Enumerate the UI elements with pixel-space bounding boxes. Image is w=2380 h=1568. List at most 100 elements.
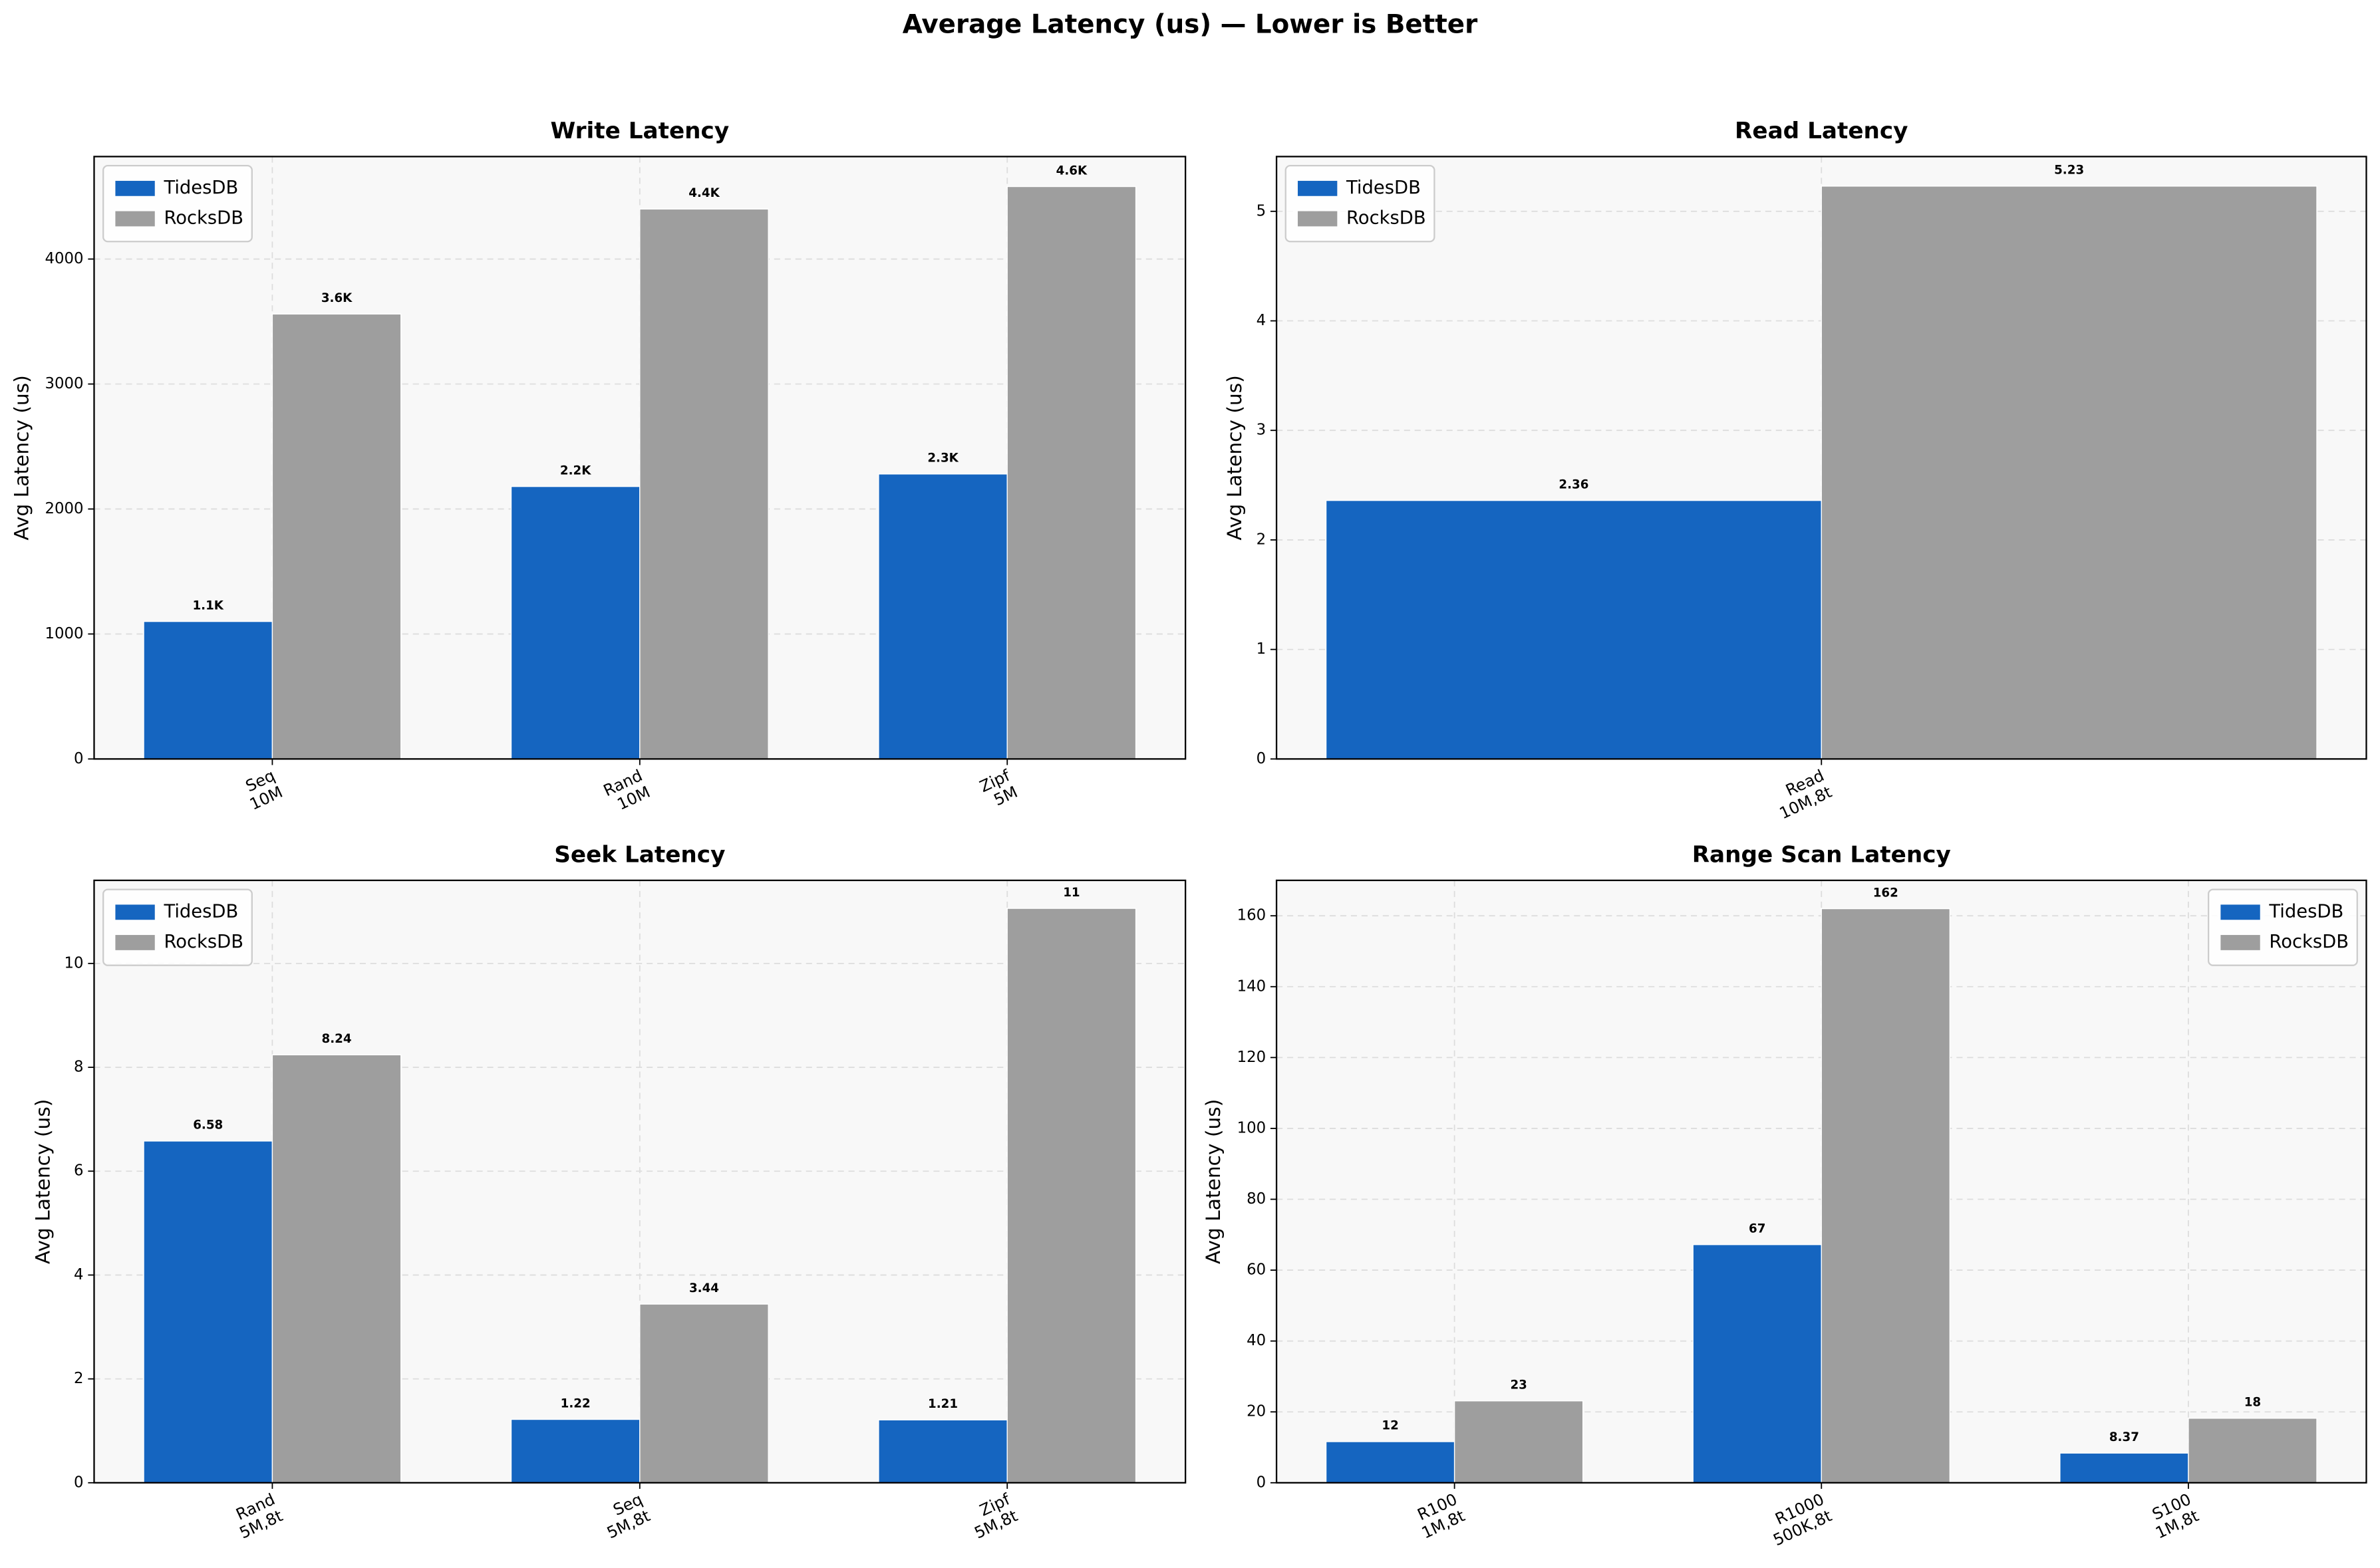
bar	[271, 1054, 402, 1484]
bar	[2059, 1452, 2189, 1484]
plot-frame	[1275, 156, 2367, 760]
plot-frame	[93, 156, 1187, 760]
legend-label: RocksDB	[164, 932, 243, 952]
bar	[1006, 186, 1137, 760]
bar	[510, 485, 641, 760]
y-tick-label: 2	[74, 1370, 84, 1387]
legend-label: TidesDB	[1346, 178, 1421, 198]
bar	[510, 1418, 641, 1484]
legend-swatch	[115, 180, 155, 196]
value-label: 6.58	[193, 1118, 223, 1132]
y-tick-label: 4000	[45, 250, 83, 267]
value-label: 5.23	[2054, 164, 2084, 178]
bar	[143, 1140, 273, 1484]
legend-label: RocksDB	[164, 207, 243, 228]
bar	[1821, 186, 2317, 760]
value-label: 8.37	[2109, 1430, 2139, 1444]
legend-swatch	[1298, 211, 1338, 227]
y-axis-label: Avg Latency (us)	[10, 375, 33, 540]
value-label: 1.1K	[192, 598, 223, 612]
value-label: 12	[1382, 1419, 1398, 1433]
legend-label: TidesDB	[163, 178, 238, 198]
chart-panel: Write Latency Avg Latency (us) 0 1000 2000 30…	[10, 118, 1187, 814]
y-tick-label: 6	[74, 1162, 84, 1180]
y-tick-label: 0	[1257, 750, 1266, 767]
figure-title: Average Latency (us) — Lower is Better	[903, 10, 1478, 40]
value-label: 8.24	[322, 1032, 352, 1046]
y-tick-label: 80	[1247, 1190, 1266, 1208]
y-tick-label: 3000	[45, 375, 83, 392]
bar	[639, 1303, 769, 1484]
y-tick-label: 1	[1257, 640, 1266, 658]
bar	[271, 313, 402, 760]
value-label: 23	[1510, 1378, 1527, 1392]
bar	[1453, 1400, 1584, 1484]
bar	[1325, 499, 1822, 760]
value-label: 1.22	[561, 1396, 591, 1410]
value-label: 11	[1063, 886, 1080, 900]
bar	[1821, 908, 1951, 1484]
y-tick-label: 40	[1247, 1332, 1266, 1349]
legend-swatch	[1298, 180, 1338, 196]
value-label: 3.6K	[321, 291, 353, 305]
y-tick-label: 2	[1257, 531, 1266, 548]
y-tick-label: 160	[1237, 907, 1266, 924]
y-tick-label: 0	[74, 1474, 84, 1491]
value-label: 4.4K	[688, 186, 720, 200]
legend-label: TidesDB	[163, 901, 238, 922]
y-tick-label: 4	[1257, 312, 1266, 329]
y-tick-label: 4	[74, 1266, 84, 1283]
legend-label: RocksDB	[2269, 932, 2349, 952]
legend-swatch	[115, 935, 155, 950]
bar	[2188, 1418, 2317, 1484]
value-label: 1.21	[928, 1397, 958, 1411]
bar	[1692, 1244, 1822, 1484]
value-label: 67	[1749, 1222, 1765, 1236]
bar	[1006, 908, 1137, 1484]
bar	[878, 1419, 1008, 1484]
legend-swatch	[2220, 904, 2260, 920]
value-label: 2.36	[1559, 477, 1588, 491]
y-tick-label: 120	[1237, 1049, 1266, 1066]
y-tick-label: 60	[1247, 1261, 1266, 1279]
bar	[639, 208, 769, 760]
y-tick-label: 1000	[45, 625, 83, 642]
y-tick-label: 20	[1247, 1403, 1266, 1420]
y-tick-label: 8	[74, 1059, 84, 1076]
value-label: 2.2K	[560, 463, 591, 477]
y-tick-label: 140	[1237, 978, 1266, 995]
y-axis-label: Avg Latency (us)	[1201, 1099, 1225, 1264]
y-tick-label: 5	[1257, 202, 1266, 219]
bar	[143, 620, 273, 760]
chart-panel: Range Scan Latency Avg Latency (us) 0 20 40 6…	[1201, 842, 2367, 1549]
y-tick-label: 3	[1257, 422, 1266, 439]
value-label: 3.44	[689, 1281, 719, 1295]
y-axis-label: Avg Latency (us)	[31, 1099, 55, 1264]
value-label: 2.3K	[927, 452, 959, 465]
plot-frame	[1275, 879, 2367, 1484]
chart-title: Range Scan Latency	[1692, 842, 1951, 868]
value-label: 162	[1873, 886, 1898, 900]
legend-label: TidesDB	[2268, 901, 2343, 922]
legend-swatch	[2220, 935, 2260, 950]
bar	[1325, 1441, 1455, 1484]
y-tick-label: 100	[1237, 1119, 1266, 1136]
y-axis-label: Avg Latency (us)	[1223, 375, 1246, 540]
chart-title: Seek Latency	[554, 842, 725, 868]
legend-swatch	[115, 211, 155, 227]
y-tick-label: 0	[74, 750, 84, 767]
legend-swatch	[115, 904, 155, 920]
value-label: 18	[2244, 1396, 2261, 1410]
legend-label: RocksDB	[1346, 207, 1426, 228]
y-tick-label: 10	[64, 954, 83, 972]
chart-title: Write Latency	[550, 118, 729, 144]
value-label: 4.6K	[1056, 164, 1088, 178]
plot-frame	[93, 879, 1187, 1484]
y-tick-label: 2000	[45, 500, 83, 517]
y-tick-label: 0	[1257, 1474, 1266, 1491]
bar	[878, 473, 1008, 760]
